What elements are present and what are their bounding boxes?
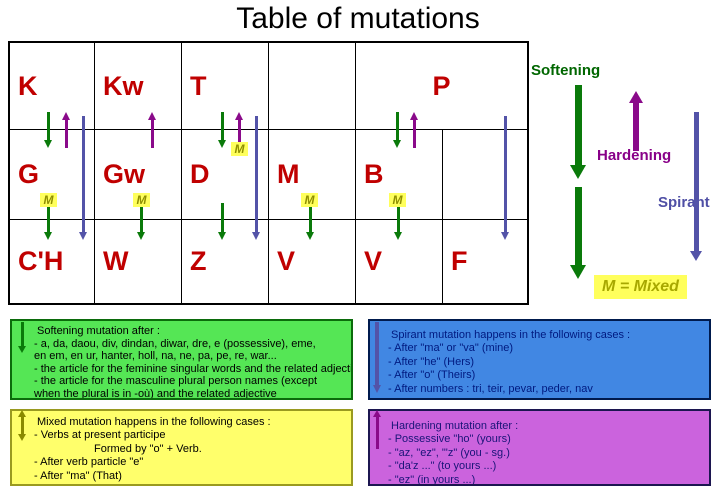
cell-p: P xyxy=(356,43,527,130)
hardening-box-title: Hardening mutation after : xyxy=(391,420,519,432)
cell-gw: Gw xyxy=(95,130,182,220)
cell-t: T xyxy=(182,43,269,130)
letter-k: K xyxy=(18,70,38,101)
box-line: - After "o" (Theirs) xyxy=(388,369,476,382)
letter-t: T xyxy=(190,70,207,101)
letter-gw: Gw xyxy=(103,159,146,189)
cell-ch: C'H xyxy=(10,220,95,303)
box-line: - After verb particle "e" xyxy=(34,456,144,469)
softening-box-title: Softening mutation after : xyxy=(37,325,160,337)
m-badge-M-V: M xyxy=(301,193,318,207)
legend-softening-label: Softening xyxy=(531,62,601,79)
box-line: - "ez" (in yours ...) xyxy=(388,473,476,486)
box-line: - After "ma" or "va" (mine) xyxy=(388,342,514,355)
mutation-table: K Kw T P G Gw D M B C'H W Z V V F xyxy=(8,41,529,305)
box-line: - "da'z ..." (to yours ...) xyxy=(388,460,497,473)
cell-k: K xyxy=(10,43,95,130)
cell-f: F xyxy=(443,220,527,303)
cell-row2-empty xyxy=(443,130,527,220)
softening-info-box: Softening mutation after : - a, da, daou… xyxy=(10,319,353,400)
box-line: Formed by "o" + Verb. xyxy=(94,442,202,455)
letter-v1: V xyxy=(277,246,296,276)
letter-m: M xyxy=(277,159,300,189)
legend-hardening-arrow xyxy=(629,91,643,151)
letter-f: F xyxy=(451,246,468,276)
legend-spirant-label: Spirant xyxy=(658,194,710,211)
box-line: - Possessive "ho" (yours) xyxy=(388,433,511,446)
legend-spirant-arrow xyxy=(690,112,702,261)
m-badge-G-CH: M xyxy=(40,193,57,207)
letter-z: Z xyxy=(190,246,207,276)
page-title: Table of mutations xyxy=(236,2,480,35)
cell-v2: V xyxy=(356,220,443,303)
box-line: when the plural is in -où) and the relat… xyxy=(34,387,277,400)
box-line: - the article for the masculine plural p… xyxy=(34,375,318,388)
box-line: - a, da, daou, div, dindan, diwar, dre, … xyxy=(34,337,316,350)
cell-kw: Kw xyxy=(95,43,182,130)
spirant-info-box: Spirant mutation happens in the followin… xyxy=(368,319,711,400)
letter-d: D xyxy=(190,159,210,189)
legend-softening-arrow-2 xyxy=(570,187,586,279)
m-badge-Gw-W: M xyxy=(133,193,150,207)
cell-d: D xyxy=(182,130,269,220)
cell-b: B xyxy=(356,130,443,220)
cell-row1-empty xyxy=(269,43,356,130)
legend-hardening-label: Hardening xyxy=(597,147,672,164)
box-line: - After "ma" (That) xyxy=(34,469,122,482)
mixed-box-title: Mixed mutation happens in the following … xyxy=(37,416,271,428)
letter-w: W xyxy=(103,246,129,276)
letter-g: G xyxy=(18,159,40,189)
letter-ch: C'H xyxy=(18,246,64,276)
box-line: - the article for the feminine singular … xyxy=(34,362,353,375)
cell-g: G xyxy=(10,130,95,220)
letter-p: P xyxy=(432,70,451,101)
cell-m: M xyxy=(269,130,356,220)
spirant-box-title: Spirant mutation happens in the followin… xyxy=(391,329,631,341)
box-line: - "az, "ez", "'z" (you - sg.) xyxy=(388,446,510,459)
m-badge-B-V: M xyxy=(389,193,406,207)
cell-v1: V xyxy=(269,220,356,303)
letter-b: B xyxy=(364,159,384,189)
letter-kw: Kw xyxy=(103,70,144,101)
cell-z: Z xyxy=(182,220,269,303)
legend-softening-arrow-1 xyxy=(570,85,586,179)
box-line: - Verbs at present participe xyxy=(34,429,166,442)
hardening-info-box: Hardening mutation after : - Possessive … xyxy=(368,409,711,486)
m-badge-D-T: M xyxy=(231,142,248,156)
legend-mixed-note: M = Mixed xyxy=(594,275,687,299)
cell-w: W xyxy=(95,220,182,303)
letter-v2: V xyxy=(364,246,383,276)
box-line: en em, en ur, hanter, holl, na, ne, pa, … xyxy=(34,350,277,363)
box-line: - After numbers : tri, teir, pevar, pede… xyxy=(388,382,593,395)
box-line: - After "he" (Hers) xyxy=(388,355,475,368)
mixed-info-box: Mixed mutation happens in the following … xyxy=(10,409,353,486)
